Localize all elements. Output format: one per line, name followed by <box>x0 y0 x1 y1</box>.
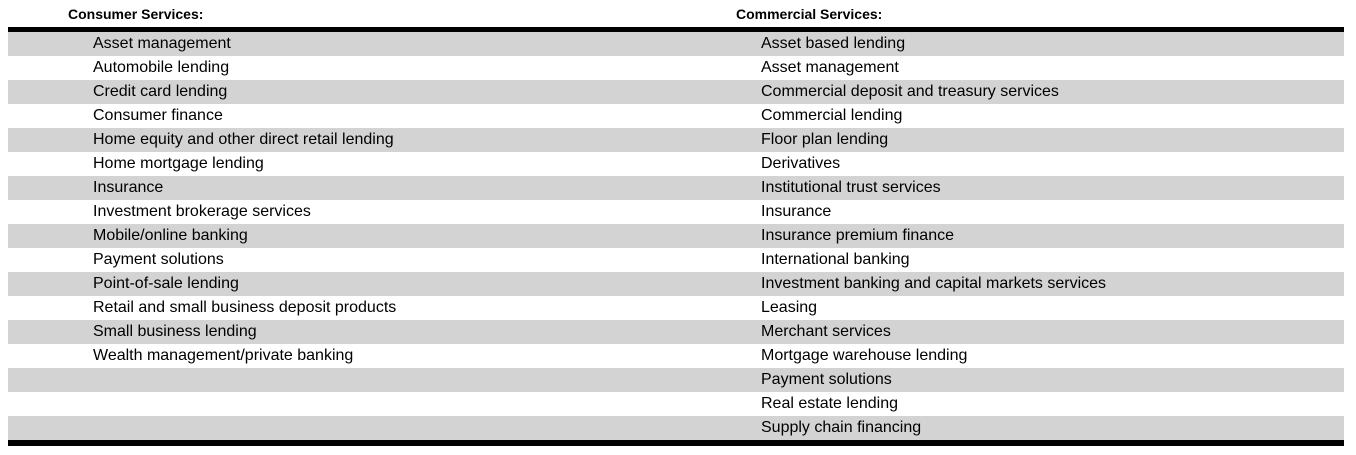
commercial-service-cell: Commercial lending <box>761 107 903 124</box>
table-row: Credit card lending Commercial deposit an… <box>8 80 1344 104</box>
table-row: Payment solutions <box>8 368 1344 392</box>
table-header-row: Consumer Services: Commercial Services: <box>8 1 1344 32</box>
commercial-service-cell: Floor plan lending <box>761 131 889 148</box>
consumer-service-cell: Mobile/online banking <box>93 227 248 244</box>
consumer-service-cell <box>8 392 676 416</box>
consumer-services-header: Consumer Services: <box>68 6 204 22</box>
consumer-service-cell: Home equity and other direct retail lend… <box>93 131 394 148</box>
commercial-service-cell: International banking <box>761 251 910 268</box>
consumer-service-cell <box>8 368 676 392</box>
consumer-service-cell: Wealth management/private banking <box>93 347 354 364</box>
commercial-service-cell: Derivatives <box>761 155 841 172</box>
commercial-service-cell: Asset management <box>761 59 899 76</box>
commercial-service-cell: Supply chain financing <box>761 419 922 436</box>
commercial-services-header: Commercial Services: <box>736 6 883 22</box>
table-row: Home equity and other direct retail lend… <box>8 128 1344 152</box>
commercial-service-cell: Institutional trust services <box>761 179 941 196</box>
table-body: Asset management Asset based lending Autom… <box>8 32 1344 446</box>
consumer-service-cell: Consumer finance <box>93 107 223 124</box>
consumer-service-cell: Home mortgage lending <box>93 155 264 172</box>
table-row: Asset management Asset based lending <box>8 32 1344 56</box>
commercial-service-cell: Insurance premium finance <box>761 227 954 244</box>
commercial-service-cell: Insurance <box>761 203 832 220</box>
consumer-service-cell: Credit card lending <box>93 83 228 100</box>
services-table: Consumer Services: Commercial Services: … <box>8 1 1344 446</box>
commercial-service-cell: Asset based lending <box>761 35 906 52</box>
consumer-service-cell: Insurance <box>93 179 164 196</box>
table-row: Mobile/online banking Insurance premium f… <box>8 224 1344 248</box>
commercial-service-cell: Payment solutions <box>761 371 892 388</box>
table-row: Wealth management/private banking Mortgag… <box>8 344 1344 368</box>
table-row: Consumer finance Commercial lending <box>8 104 1344 128</box>
table-row: Payment solutions International banking <box>8 248 1344 272</box>
table-row: Insurance Institutional trust services <box>8 176 1344 200</box>
table-row: Retail and small business deposit produc… <box>8 296 1344 320</box>
commercial-service-cell: Mortgage warehouse lending <box>761 347 968 364</box>
consumer-service-cell <box>8 416 676 440</box>
table-row: Point-of-sale lending Investment banking … <box>8 272 1344 296</box>
commercial-service-cell: Merchant services <box>761 323 891 340</box>
commercial-service-cell: Leasing <box>761 299 818 316</box>
consumer-service-cell: Retail and small business deposit produc… <box>93 299 397 316</box>
commercial-service-cell: Investment banking and capital markets s… <box>761 275 1107 292</box>
consumer-service-cell: Payment solutions <box>93 251 224 268</box>
commercial-service-cell: Commercial deposit and treasury services <box>761 83 1059 100</box>
consumer-service-cell: Asset management <box>93 35 231 52</box>
commercial-service-cell: Real estate lending <box>761 395 898 412</box>
table-row: Small business lending Merchant services <box>8 320 1344 344</box>
consumer-service-cell: Small business lending <box>93 323 257 340</box>
table-row: Automobile lending Asset management <box>8 56 1344 80</box>
consumer-service-cell: Automobile lending <box>93 59 230 76</box>
table-row: Investment brokerage services Insurance <box>8 200 1344 224</box>
table-row: Real estate lending <box>8 392 1344 416</box>
table-row: Home mortgage lending Derivatives <box>8 152 1344 176</box>
table-row: Supply chain financing <box>8 416 1344 440</box>
consumer-service-cell: Point-of-sale lending <box>93 275 239 292</box>
consumer-service-cell: Investment brokerage services <box>93 203 311 220</box>
